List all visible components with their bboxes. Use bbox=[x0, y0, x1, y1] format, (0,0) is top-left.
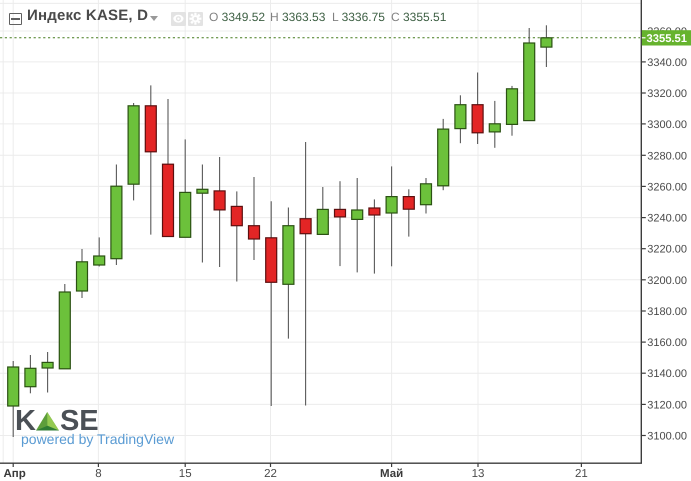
svg-text:3160.00: 3160.00 bbox=[647, 337, 687, 349]
svg-text:3340.00: 3340.00 bbox=[647, 57, 687, 69]
svg-text:22: 22 bbox=[264, 468, 277, 480]
svg-text:3100.00: 3100.00 bbox=[647, 431, 687, 443]
svg-text:3200.00: 3200.00 bbox=[647, 275, 687, 287]
svg-text:3140.00: 3140.00 bbox=[647, 368, 687, 380]
svg-text:Апр: Апр bbox=[4, 468, 26, 480]
svg-text:3300.00: 3300.00 bbox=[647, 119, 687, 131]
svg-text:3220.00: 3220.00 bbox=[647, 244, 687, 256]
svg-text:3120.00: 3120.00 bbox=[647, 399, 687, 411]
svg-text:15: 15 bbox=[179, 468, 192, 480]
svg-text:21: 21 bbox=[575, 468, 588, 480]
svg-text:3320.00: 3320.00 bbox=[647, 88, 687, 100]
svg-text:3260.00: 3260.00 bbox=[647, 181, 687, 193]
svg-text:3355.51: 3355.51 bbox=[647, 33, 687, 45]
svg-text:3240.00: 3240.00 bbox=[647, 213, 687, 225]
svg-text:3280.00: 3280.00 bbox=[647, 150, 687, 162]
svg-text:Май: Май bbox=[380, 468, 403, 480]
svg-text:3180.00: 3180.00 bbox=[647, 306, 687, 318]
svg-text:8: 8 bbox=[95, 468, 101, 480]
svg-text:13: 13 bbox=[472, 468, 485, 480]
